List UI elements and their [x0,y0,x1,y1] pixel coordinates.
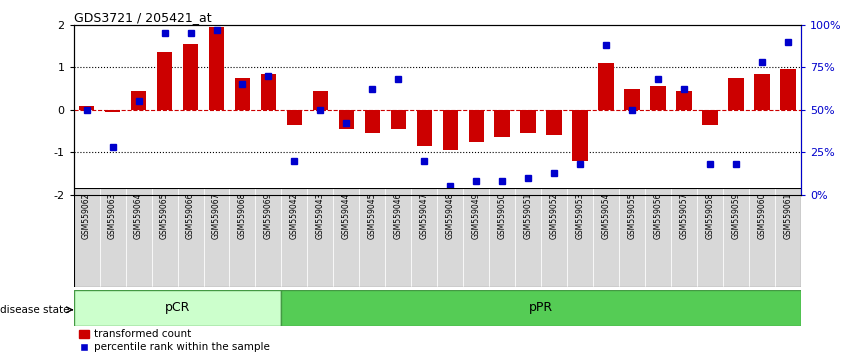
Bar [702,110,718,125]
Text: GSM559067: GSM559067 [212,193,221,239]
Bar [307,188,333,287]
Text: GSM559052: GSM559052 [550,193,559,239]
Bar [489,188,515,287]
Bar [131,91,146,110]
Bar [650,86,666,110]
Bar [494,110,510,137]
Bar [281,188,307,287]
Text: GSM559065: GSM559065 [160,193,169,239]
Text: GSM559055: GSM559055 [628,193,637,239]
Text: GSM559048: GSM559048 [446,193,455,239]
Bar [391,110,406,129]
Bar [79,106,94,110]
Text: disease state: disease state [0,305,69,315]
Bar [780,69,796,110]
Bar [723,188,749,287]
Bar [229,188,255,287]
Text: GSM559053: GSM559053 [576,193,585,239]
Text: GSM559063: GSM559063 [108,193,117,239]
Text: GSM559061: GSM559061 [784,193,792,239]
Text: pCR: pCR [165,302,191,314]
Bar [417,110,432,146]
Bar [463,188,489,287]
Bar [749,188,775,287]
Bar [74,290,281,326]
Text: GSM559064: GSM559064 [134,193,143,239]
Bar [385,188,411,287]
Bar [74,188,100,287]
Text: GSM559043: GSM559043 [316,193,325,239]
Text: GSM559068: GSM559068 [238,193,247,239]
Text: GSM559042: GSM559042 [290,193,299,239]
Bar [520,110,536,133]
Text: GSM559062: GSM559062 [82,193,91,239]
Bar [469,110,484,142]
Bar [437,188,463,287]
Bar [204,188,229,287]
Bar [313,91,328,110]
Text: GSM559054: GSM559054 [602,193,611,239]
Bar [546,110,562,135]
Bar [152,188,178,287]
Bar [624,88,640,110]
Bar [645,188,671,287]
Bar [365,110,380,133]
Bar [261,74,276,110]
Bar [287,110,302,125]
Text: GSM559044: GSM559044 [342,193,351,239]
Bar [619,188,645,287]
Bar [567,188,593,287]
Bar [515,188,541,287]
Text: GSM559066: GSM559066 [186,193,195,239]
Legend: transformed count, percentile rank within the sample: transformed count, percentile rank withi… [79,329,270,352]
Bar [775,188,801,287]
Bar [339,110,354,129]
Bar [754,74,770,110]
Bar [183,44,198,110]
Bar [676,91,692,110]
Text: GSM559045: GSM559045 [368,193,377,239]
Bar [728,78,744,110]
Text: GSM559058: GSM559058 [706,193,714,239]
Bar [593,188,619,287]
Text: GSM559050: GSM559050 [498,193,507,239]
Bar [126,188,152,287]
Bar [105,110,120,112]
Bar [359,188,385,287]
Bar [598,63,614,110]
Text: GSM559069: GSM559069 [264,193,273,239]
Bar [157,52,172,110]
Bar [209,27,224,110]
Bar [235,78,250,110]
Bar [671,188,697,287]
Bar [572,110,588,161]
Text: GSM559047: GSM559047 [420,193,429,239]
Text: GDS3721 / 205421_at: GDS3721 / 205421_at [74,11,211,24]
Bar [281,290,801,326]
Bar [178,188,204,287]
Text: GSM559059: GSM559059 [732,193,740,239]
Bar [411,188,437,287]
Text: GSM559046: GSM559046 [394,193,403,239]
Bar [100,188,126,287]
Bar [541,188,567,287]
Bar [255,188,281,287]
Text: GSM559057: GSM559057 [680,193,688,239]
Bar [697,188,723,287]
Text: GSM559049: GSM559049 [472,193,481,239]
Text: GSM559051: GSM559051 [524,193,533,239]
Text: GSM559056: GSM559056 [654,193,662,239]
Text: GSM559060: GSM559060 [758,193,766,239]
Text: pPR: pPR [529,302,553,314]
Bar [443,110,458,150]
Bar [333,188,359,287]
